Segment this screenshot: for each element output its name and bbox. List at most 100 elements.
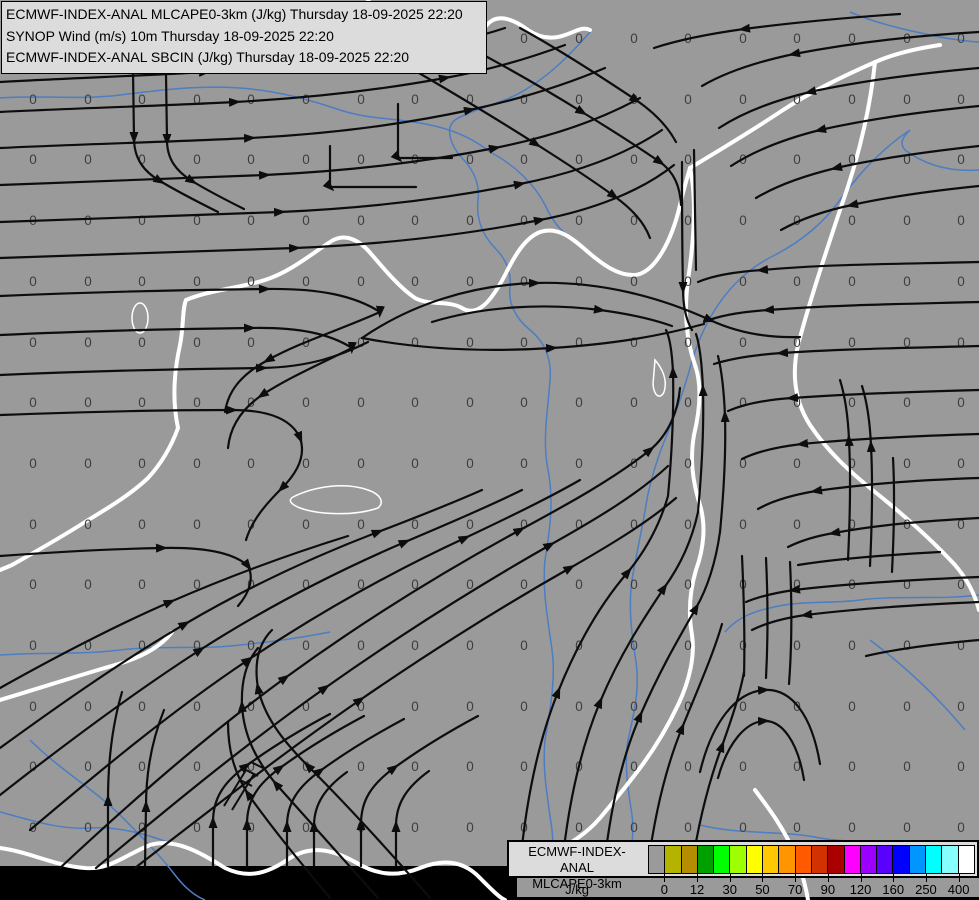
colorbar-cell	[745, 845, 763, 874]
streamline	[518, 494, 670, 868]
colorbar-cell	[843, 845, 860, 874]
grid-value-label: 0	[466, 699, 474, 714]
grid-value-label: 0	[520, 335, 528, 350]
grid-value-label: 0	[575, 274, 583, 289]
colorbar-tickmark	[697, 874, 699, 882]
grid-value-label: 0	[903, 577, 911, 592]
colorbar-cell	[859, 845, 877, 874]
streamline	[740, 432, 979, 461]
grid-value-label: 0	[466, 335, 474, 350]
streamline	[712, 344, 979, 366]
grid-value-label: 0	[903, 395, 911, 410]
grid-value-label: 0	[84, 820, 92, 835]
grid-value-label: 0	[302, 517, 310, 532]
colorbar-tick-label: 160	[882, 882, 905, 897]
grid-value-label: 0	[848, 699, 856, 714]
grid-value-label: 0	[247, 335, 255, 350]
legend-colorbar-ticks: 0 12 30 50 70 90 120 160 250 400	[648, 874, 975, 900]
grid-value-label: 0	[793, 638, 801, 653]
grid-value-label: 0	[684, 759, 692, 774]
grid-value-label: 0	[411, 820, 419, 835]
grid-value-label: 0	[957, 152, 965, 167]
grid-value-label: 0	[302, 213, 310, 228]
streamline	[838, 378, 854, 562]
grid-value-label: 0	[848, 759, 856, 774]
grid-value-label: 0	[84, 759, 92, 774]
grid-value-label: 0	[193, 335, 201, 350]
colorbar-cell	[729, 845, 746, 874]
grid-value-label: 0	[793, 395, 801, 410]
streamline	[162, 72, 246, 211]
legend-colorbar	[648, 845, 975, 874]
grid-value-label: 0	[193, 517, 201, 532]
grid-value-label: 0	[466, 517, 474, 532]
grid-value-label: 0	[739, 395, 747, 410]
grid-value-label: 0	[575, 92, 583, 107]
grid-value-label: 0	[411, 152, 419, 167]
grid-value-label: 0	[630, 759, 638, 774]
grid-value-label: 0	[903, 638, 911, 653]
grid-value-label: 0	[903, 699, 911, 714]
grid-value-label: 0	[903, 274, 911, 289]
streamline	[678, 160, 694, 332]
grid-value-label: 0	[357, 152, 365, 167]
grid-value-label: 0	[29, 152, 37, 167]
grid-value-label: 0	[739, 759, 747, 774]
grid-value-label: 0	[957, 699, 965, 714]
grid-value-label: 0	[903, 335, 911, 350]
grid-value-label: 0	[575, 213, 583, 228]
streamline	[729, 104, 979, 168]
colorbar-tickmark	[893, 874, 895, 882]
grid-value-label: 0	[793, 759, 801, 774]
grid-value-label: 0	[684, 213, 692, 228]
grid-value-label: 0	[29, 699, 37, 714]
title-line-sbcin: ECMWF-INDEX-ANAL SBCIN (J/kg) Thursday 1…	[6, 49, 410, 65]
grid-value-label: 0	[138, 213, 146, 228]
colorbar-cell	[794, 845, 811, 874]
grid-value-label: 0	[29, 395, 37, 410]
grid-value-label: 0	[193, 759, 201, 774]
grid-value-label: 0	[520, 92, 528, 107]
grid-value-label: 0	[739, 31, 747, 46]
colorbar-tick-label: 120	[849, 882, 872, 897]
grid-value-label: 0	[193, 274, 201, 289]
grid-value-label: 0	[29, 517, 37, 532]
grid-value-label: 0	[739, 274, 747, 289]
colorbar-tickmark	[762, 874, 764, 882]
streamline	[698, 685, 822, 774]
streamline	[129, 68, 220, 214]
grid-value-label: 0	[466, 92, 474, 107]
grid-value-label: 0	[357, 92, 365, 107]
colorbar-cell	[827, 845, 844, 874]
grid-value-label: 0	[903, 820, 911, 835]
colorbar-tickmark	[795, 874, 797, 882]
grid-value-label: 0	[957, 92, 965, 107]
grid-value-label: 0	[903, 92, 911, 107]
colorbar-cell	[713, 845, 730, 874]
grid-value-label: 0	[466, 213, 474, 228]
streamline	[0, 340, 370, 377]
grid-value-label: 0	[520, 638, 528, 653]
grid-value-label: 0	[575, 820, 583, 835]
streamline	[756, 476, 979, 511]
grid-value-label: 0	[138, 335, 146, 350]
legend-title-line1: ECMWF-INDEX-ANAL	[528, 844, 626, 875]
grid-value-label: 0	[302, 456, 310, 471]
streamline	[696, 260, 979, 284]
grid-value-label: 0	[957, 577, 965, 592]
colorbar-tickmark	[827, 874, 829, 882]
grid-value-label: 0	[957, 517, 965, 532]
grid-value-label: 0	[739, 456, 747, 471]
colorbar-tick-label: 70	[787, 882, 803, 897]
grid-value-label: 0	[739, 517, 747, 532]
grid-value-label: 0	[575, 152, 583, 167]
streamline	[796, 550, 942, 567]
grid-value-label: 0	[630, 699, 638, 714]
grid-value-label: 0	[903, 456, 911, 471]
streamline	[740, 554, 746, 678]
streamline	[141, 708, 166, 868]
grid-value-label: 0	[29, 335, 37, 350]
grid-value-label: 0	[684, 92, 692, 107]
grid-value-label: 0	[575, 31, 583, 46]
